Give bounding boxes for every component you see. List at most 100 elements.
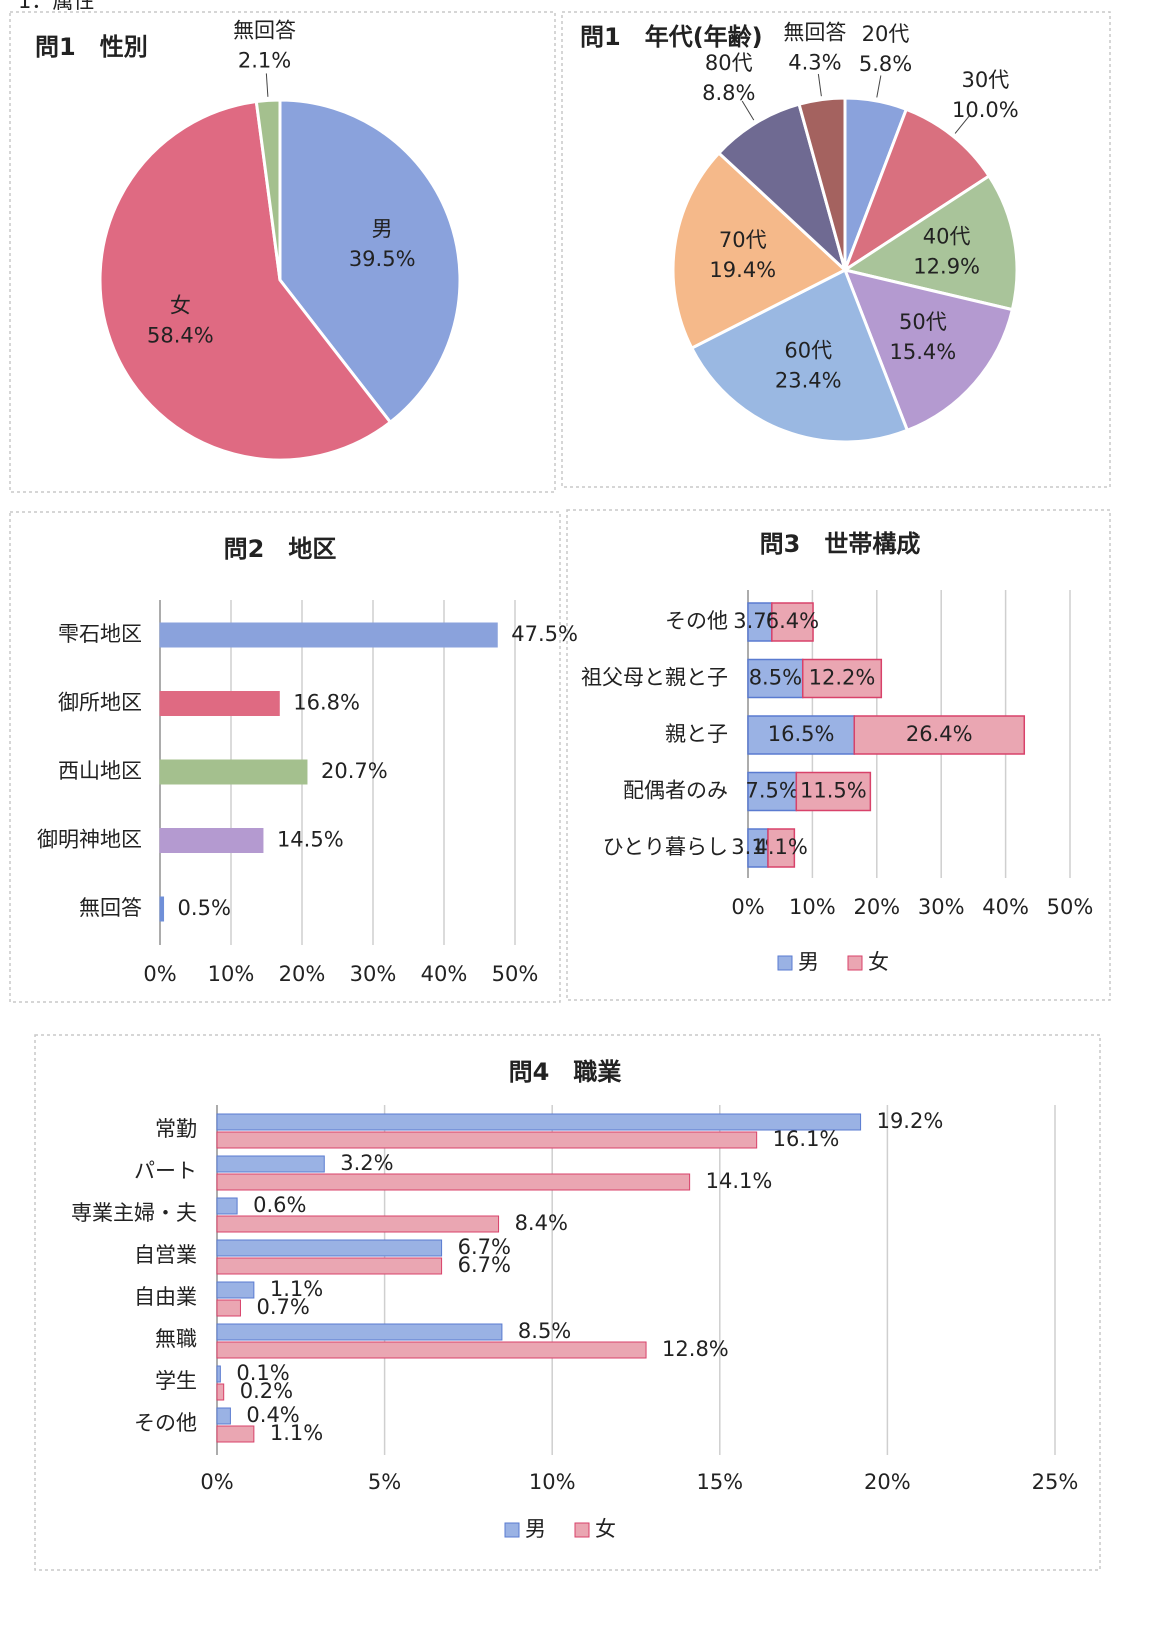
value-label: 26.4% [906,722,973,746]
x-tick-label: 0% [200,1470,233,1494]
legend-swatch [574,1522,590,1538]
x-tick-label: 30% [918,895,965,919]
pie-slice [841,107,992,274]
value-label: 4.1% [754,835,807,859]
value-label: 0.5% [178,896,231,920]
slice-category: 30代 [961,68,1009,92]
value-label: 6.4% [766,609,819,633]
y-tick-label: 無職 [155,1327,197,1351]
bar [216,1155,325,1173]
slice-category: 無回答 [783,20,846,44]
pie-slice [842,267,1015,433]
legend-swatch [777,955,793,971]
slice-category: 60代 [784,338,832,362]
bar [216,1383,225,1401]
value-label: 6.7% [458,1253,511,1277]
x-tick-label: 5% [368,1470,401,1494]
y-tick-label: 御所地区 [58,691,142,715]
bar [216,1425,255,1443]
bar [159,622,498,648]
value-label: 20.7% [321,759,388,783]
bar [159,759,308,785]
slice-category: 無回答 [233,19,296,43]
panel [9,511,561,1003]
value-label: 8.5% [749,666,802,690]
value-label: 1.1% [270,1421,323,1445]
legend-swatch [504,1522,520,1538]
pie-slice [841,173,1019,312]
y-tick-label: 配偶者のみ [623,779,728,803]
value-label: 3.2% [340,1151,393,1175]
pie-slice [671,150,848,351]
chart-title: 問2 地区 [224,535,337,563]
pie-slice [797,96,847,271]
y-tick-label: 祖父母と親と子 [581,666,728,690]
slice-value: 23.4% [775,368,842,392]
slice-value: 58.4% [147,324,214,348]
x-tick-label: 50% [1047,895,1094,919]
panel [9,11,556,493]
bar [216,1365,221,1383]
bar [216,1299,241,1317]
x-tick-label: 30% [350,962,397,986]
y-tick-label: ひとり暮らし [603,835,728,859]
chart-title: 問1 性別 [35,33,148,61]
slice-value: 10.0% [952,98,1019,122]
x-tick-label: 0% [143,962,176,986]
bar [216,1341,647,1359]
value-label: 0.4% [246,1403,299,1427]
leader-line [876,75,882,98]
chart-title: 問1 年代(年齢) [580,23,763,51]
slice-value: 15.4% [889,340,956,364]
x-tick-label: 10% [208,962,255,986]
bar-segment [853,715,1026,755]
x-tick-label: 20% [853,895,900,919]
bar-segment [771,602,814,642]
pie-slice [716,102,848,275]
panel [561,11,1111,488]
x-tick-label: 10% [529,1470,576,1494]
bar [216,1239,443,1257]
bar [159,828,264,853]
x-tick-label: 25% [1032,1470,1079,1494]
legend-label: 女 [868,950,889,974]
x-tick-label: 0% [731,895,764,919]
slice-value: 19.4% [709,258,776,282]
chart-title: 問3 世帯構成 [760,530,921,558]
value-label: 0.2% [240,1379,293,1403]
slice-category: 40代 [923,224,971,248]
pie-slice [689,267,910,444]
y-tick-label: その他 [665,609,728,633]
x-tick-label: 10% [789,895,836,919]
pie-slice [278,98,462,425]
value-label: 0.6% [253,1193,306,1217]
value-label: 6.7% [458,1235,511,1259]
value-label: 0.1% [236,1361,289,1385]
legend-label: 女 [595,1517,616,1541]
leader-line [954,115,970,134]
leader-line [265,73,269,97]
bar-segment [767,828,796,868]
slice-value: 8.8% [702,81,755,105]
y-tick-label: 常勤 [155,1117,197,1141]
bar-segment [747,771,798,812]
slice-value: 5.8% [859,52,912,76]
bar [216,1257,443,1275]
value-label: 19.2% [877,1109,944,1133]
value-label: 14.1% [706,1169,773,1193]
bar-segment [795,771,872,812]
value-label: 8.5% [518,1319,571,1343]
bar [159,896,165,922]
panel [566,509,1111,1001]
slice-category: 50代 [899,310,947,334]
leader-line [741,100,755,121]
bar-segment [801,658,883,699]
slice-category: 20代 [862,22,910,46]
y-tick-label: 雫石地区 [58,622,142,646]
y-tick-label: 親と子 [665,722,728,746]
bar [216,1173,691,1191]
slice-value: 2.1% [238,49,291,73]
panel [34,1034,1101,1571]
value-label: 0.7% [256,1295,309,1319]
